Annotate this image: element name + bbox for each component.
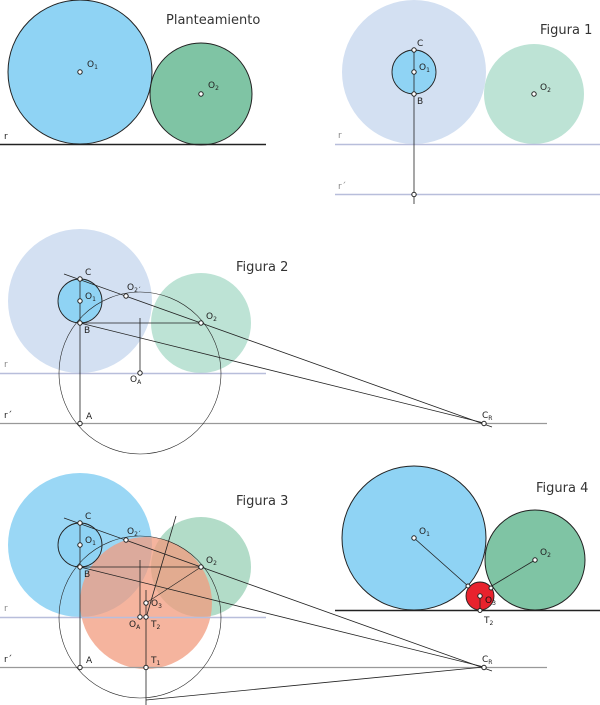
label-o2: O2 xyxy=(208,81,219,92)
label-o2p: O2´ xyxy=(127,527,141,538)
line-c-cr xyxy=(63,273,493,428)
label-b: B xyxy=(84,326,90,336)
point-o1 xyxy=(77,542,83,548)
point-a xyxy=(77,420,83,427)
label-r: r xyxy=(4,360,8,370)
point-cr xyxy=(481,664,487,671)
label-o3: O3 xyxy=(485,596,496,607)
circle-auxiliary xyxy=(58,535,222,699)
label-b: B xyxy=(417,97,423,107)
panel-figura4: Figura 4 O1 O2 O3 T2 xyxy=(335,465,600,627)
panel-planteamiento: Planteamiento O1 O2 r xyxy=(0,0,266,146)
label-rp: r´ xyxy=(4,410,12,421)
point-o1 xyxy=(411,69,417,75)
label-t2: T2 xyxy=(150,620,161,631)
label-a: A xyxy=(86,412,93,422)
radius-o1-o3 xyxy=(413,537,469,587)
label-b: B xyxy=(84,570,90,580)
point-c xyxy=(77,276,83,282)
panel-figura1: Figura 1 C O1 B O2 r r´ xyxy=(335,0,600,204)
point-b xyxy=(411,91,417,97)
label-o2: O2 xyxy=(540,548,551,559)
label-o1: O1 xyxy=(419,527,430,538)
point-c xyxy=(411,47,417,53)
label-o2: O2 xyxy=(206,556,217,567)
point-o3 xyxy=(143,600,149,606)
point-o2p xyxy=(123,537,129,543)
line-b-cr xyxy=(79,566,485,668)
label-oa: OA xyxy=(130,375,142,386)
point-tangent-2 xyxy=(488,585,494,591)
panel-title: Figura 4 xyxy=(536,481,588,496)
label-o1: O1 xyxy=(85,292,96,303)
label-r: r xyxy=(4,604,8,614)
point-b xyxy=(77,320,83,326)
label-r: r xyxy=(4,132,8,142)
point-o2 xyxy=(198,91,204,97)
panel-figura3: Figura 3 C O1 B O2´ O2 O3 OA T2 A T1 CR … xyxy=(0,473,547,705)
point-o2 xyxy=(198,320,204,326)
label-c: C xyxy=(85,512,91,522)
label-c: C xyxy=(85,268,91,278)
label-o1: O1 xyxy=(87,60,98,71)
point-o2 xyxy=(532,557,538,563)
point-o1 xyxy=(411,535,417,541)
line-cr-bottom xyxy=(145,666,485,701)
label-a: A xyxy=(86,656,93,666)
point-oa xyxy=(137,614,143,620)
label-o1: O1 xyxy=(85,536,96,547)
line-b-cr xyxy=(79,322,485,424)
point-c xyxy=(77,520,83,526)
label-o1: O1 xyxy=(419,63,430,74)
label-o2: O2 xyxy=(540,83,551,94)
label-o3: O3 xyxy=(151,599,162,610)
label-cr: CR xyxy=(482,411,492,422)
point-cr xyxy=(481,420,487,427)
radius-o2-o3 xyxy=(489,559,536,588)
line-t2-slant xyxy=(145,515,177,619)
circle-auxiliary xyxy=(58,291,222,455)
point-o1 xyxy=(77,69,83,75)
panel-title: Figura 3 xyxy=(236,494,288,509)
label-t2: T2 xyxy=(483,616,494,627)
label-t1: T1 xyxy=(150,656,161,667)
panel-title: Figura 2 xyxy=(236,260,288,275)
label-cr: CR xyxy=(482,655,492,666)
point-o2 xyxy=(198,564,204,570)
label-oa: OA xyxy=(129,620,141,631)
point-a xyxy=(77,664,83,671)
point-o2 xyxy=(531,91,537,97)
line-c-cr xyxy=(63,517,493,672)
point-tangent-1 xyxy=(465,583,471,589)
label-o2p: O2´ xyxy=(127,283,141,294)
point-t1 xyxy=(143,664,149,671)
point-o1 xyxy=(77,298,83,304)
point-t2 xyxy=(477,608,483,613)
point-b xyxy=(77,564,83,570)
label-c: C xyxy=(417,39,423,49)
point-oa xyxy=(137,370,143,376)
label-rp: r´ xyxy=(4,654,12,665)
point-rp xyxy=(411,191,417,198)
panel-title: Figura 1 xyxy=(540,23,592,38)
point-t2 xyxy=(143,614,149,620)
point-o3 xyxy=(477,593,483,599)
label-r: r xyxy=(338,131,342,141)
point-o2p xyxy=(123,293,129,299)
line-o3-o2 xyxy=(145,566,202,604)
label-rp: r´ xyxy=(338,181,346,192)
label-o2: O2 xyxy=(206,312,217,323)
panel-figura2: Figura 2 C O1 B O2´ O2 OA A CR r r´ xyxy=(0,229,547,455)
panel-title: Planteamiento xyxy=(166,13,260,28)
